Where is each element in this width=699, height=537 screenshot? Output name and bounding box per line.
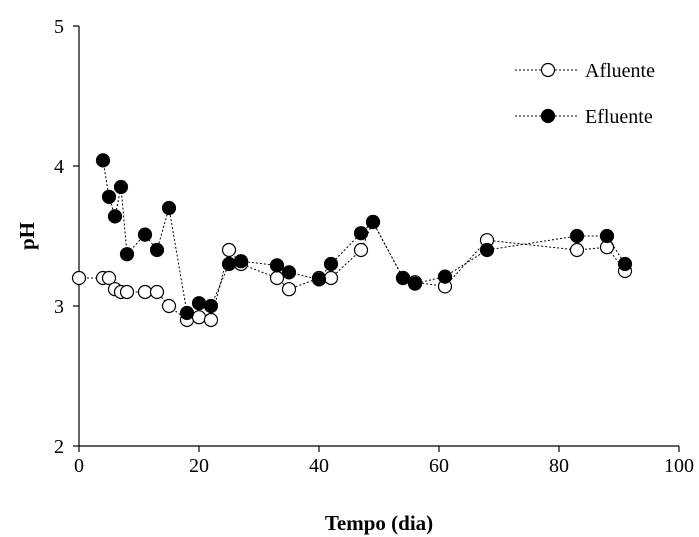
data-point — [149, 242, 165, 258]
x-tick-label: 80 — [549, 455, 569, 477]
data-point — [101, 189, 117, 204]
legend-marker — [540, 62, 556, 78]
data-point — [617, 256, 633, 272]
series-layer — [71, 153, 633, 328]
series-efluente — [95, 153, 633, 321]
y-axis-title: pH — [15, 222, 39, 250]
legend-label: Afluente — [585, 60, 655, 82]
x-tick-label: 100 — [664, 455, 694, 477]
data-point — [95, 153, 111, 168]
data-point — [569, 242, 585, 258]
data-point — [203, 312, 219, 328]
data-point — [221, 256, 237, 272]
data-point — [113, 179, 129, 195]
y-tick-label: 5 — [54, 16, 64, 38]
data-point — [395, 270, 411, 286]
data-point — [269, 258, 285, 273]
data-point — [437, 269, 453, 284]
series-line — [79, 220, 626, 321]
axes — [78, 26, 679, 447]
data-point — [137, 284, 153, 300]
data-point — [161, 200, 177, 216]
data-point — [281, 265, 297, 280]
data-point — [71, 270, 87, 286]
data-point — [311, 272, 327, 287]
y-tick-label: 2 — [54, 436, 64, 458]
data-point — [365, 214, 381, 230]
data-point — [269, 270, 285, 286]
data-point — [281, 282, 297, 297]
data-point — [407, 276, 423, 291]
data-point — [233, 254, 249, 269]
legend-item-efluente: Efluente — [515, 106, 653, 128]
x-tick-label: 40 — [309, 455, 329, 477]
data-point — [569, 228, 585, 244]
y-ticks: 2 3 4 5 — [54, 16, 79, 458]
legend-item-afluente: Afluente — [515, 60, 655, 82]
data-point — [479, 242, 495, 258]
x-tick-label: 60 — [429, 455, 449, 477]
data-point — [179, 305, 195, 321]
data-point — [353, 242, 369, 258]
data-point — [203, 298, 219, 314]
data-point — [137, 227, 153, 242]
data-point — [107, 209, 123, 224]
series-afluente — [71, 214, 633, 328]
x-axis-title: Tempo (dia) — [325, 511, 433, 535]
data-point — [221, 242, 237, 258]
x-ticks: 0 20 40 60 80 100 — [74, 446, 694, 477]
data-point — [191, 296, 207, 311]
data-point — [149, 284, 165, 300]
y-tick-label: 4 — [54, 156, 64, 178]
x-tick-label: 0 — [74, 455, 84, 477]
data-point — [353, 226, 369, 241]
legend-label: Efluente — [585, 106, 653, 128]
data-point — [101, 270, 117, 286]
data-point — [161, 298, 177, 314]
data-point — [323, 270, 339, 286]
data-point — [323, 256, 339, 272]
data-point — [119, 247, 135, 262]
legend-marker — [540, 108, 556, 124]
data-point — [119, 284, 135, 300]
legend: Afluente Efluente — [515, 60, 655, 128]
data-point — [191, 310, 207, 325]
x-tick-label: 20 — [189, 455, 209, 477]
y-tick-label: 3 — [54, 296, 64, 318]
data-point — [599, 228, 615, 244]
